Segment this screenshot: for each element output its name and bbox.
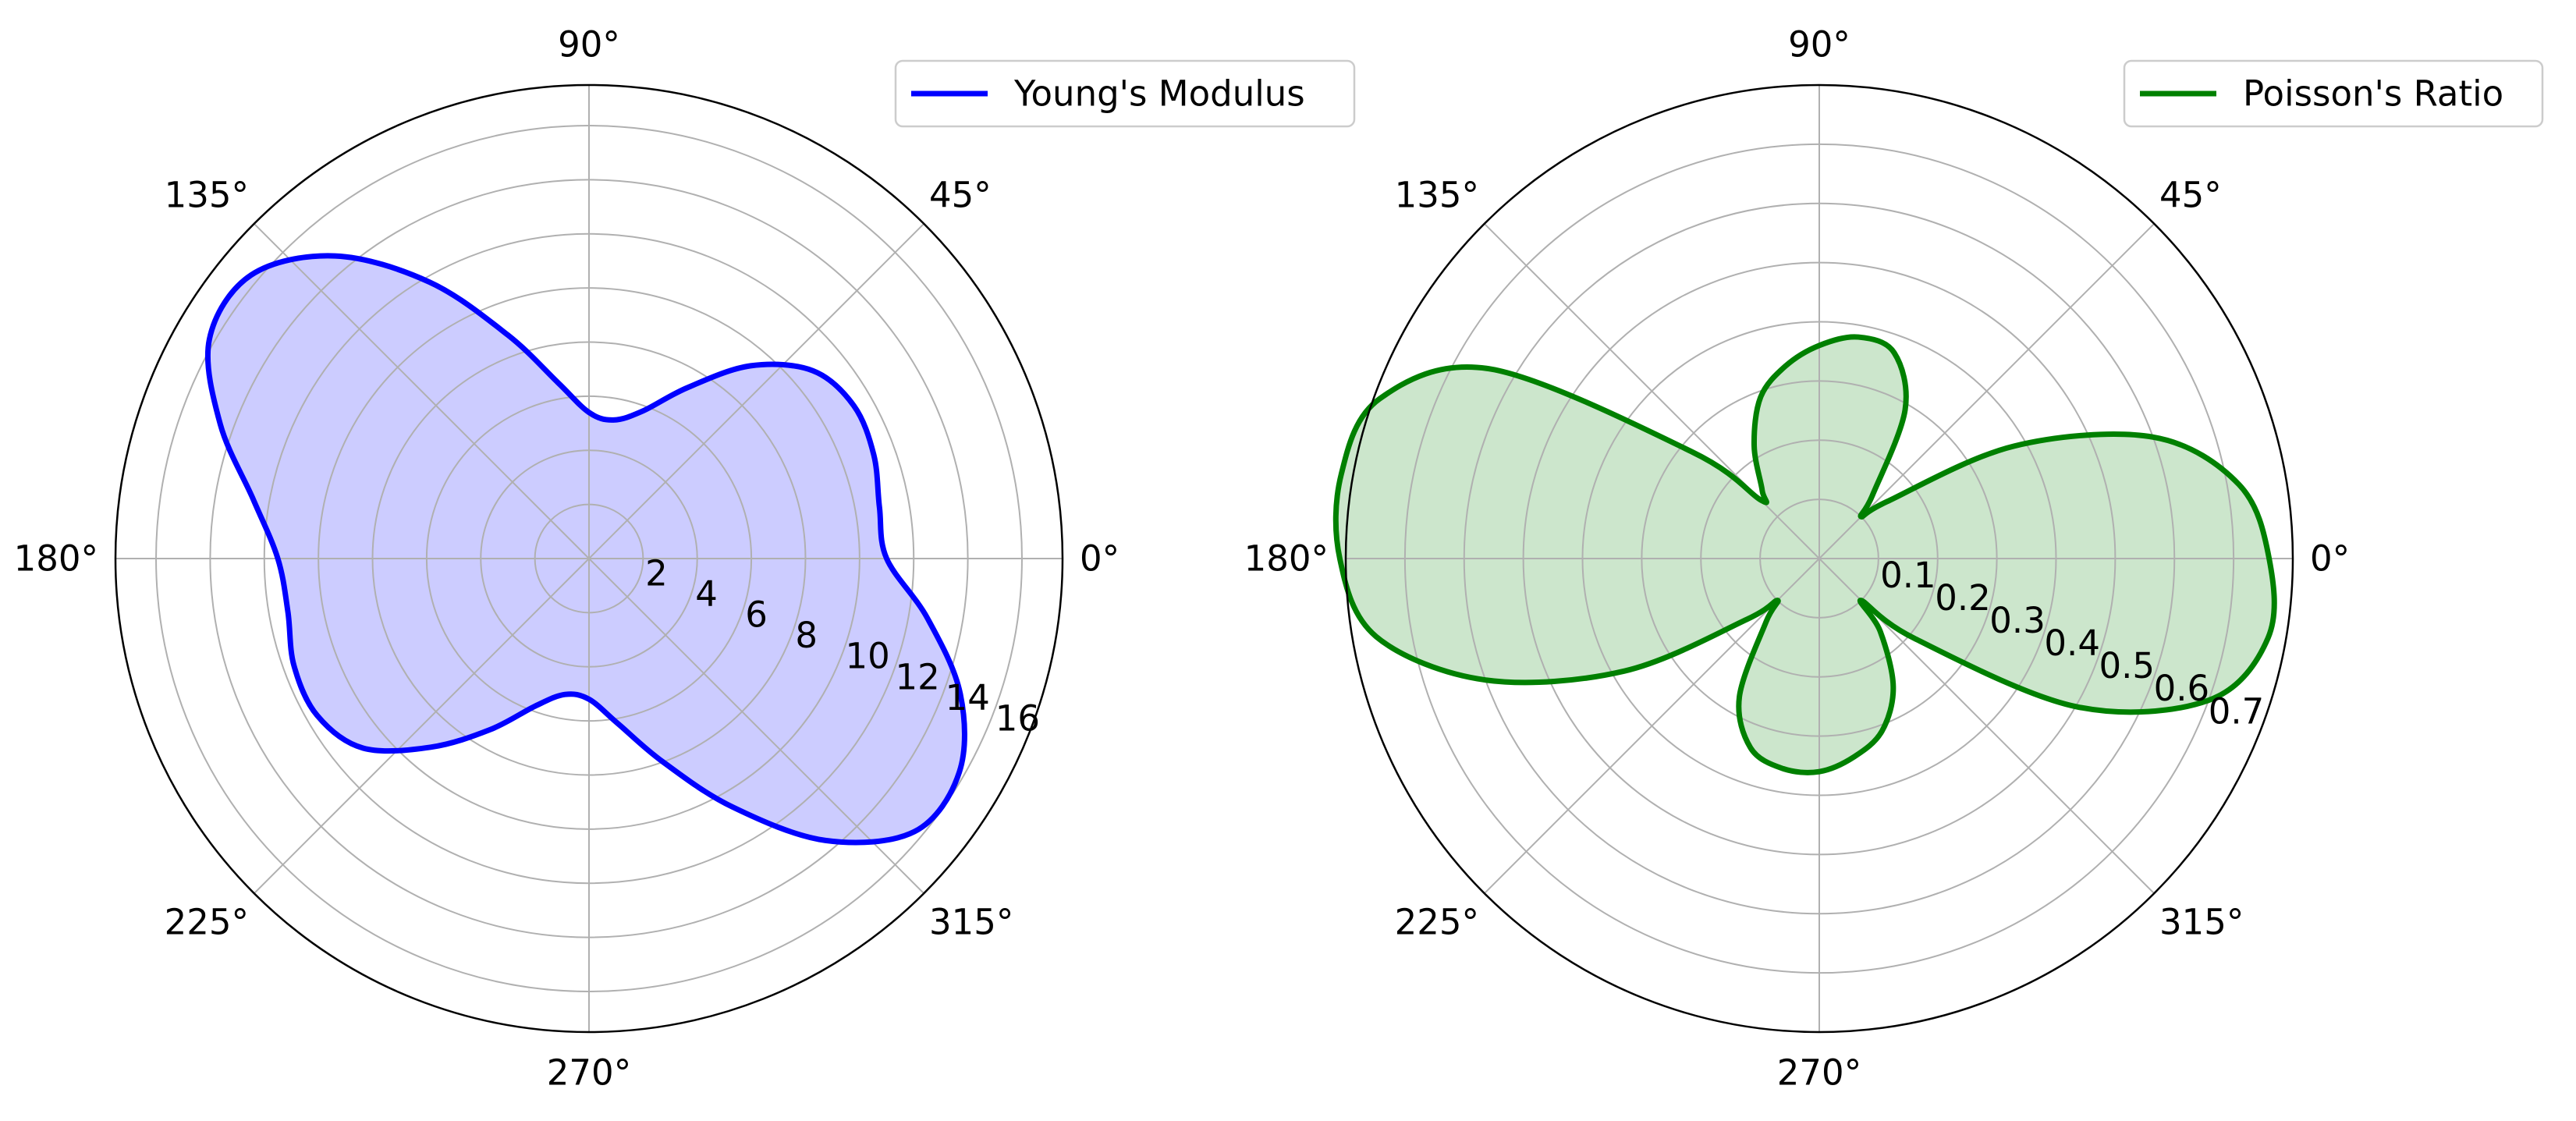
series-area-1: [208, 255, 965, 843]
radial-tick-label: 12: [896, 656, 940, 697]
angle-tick-label: 270°: [1777, 1052, 1861, 1094]
angle-tick-label: 315°: [929, 902, 1013, 943]
polar-chart-2: 0° 45° 90° 135° 180° 225° 270° 315° 0.10.20.30.4…: [1244, 24, 2544, 1094]
angular-gridline: [588, 558, 924, 894]
radial-tick-label: 6: [745, 594, 768, 636]
radial-tick-label: 0.7: [2209, 690, 2265, 732]
angular-gridline: [254, 558, 590, 894]
radial-tick-label: 0.4: [2044, 623, 2100, 664]
series-line-1: [1332, 334, 2277, 775]
angle-tick-label: 180°: [1244, 538, 1329, 580]
angular-gridline: [1484, 558, 1820, 894]
angular-gridline: [1818, 223, 2155, 559]
angle-tick-label: 90°: [558, 24, 620, 66]
angle-tick-label: 0°: [2310, 538, 2350, 580]
radial-tick-label: 10: [846, 636, 890, 677]
series-area-1: [1336, 336, 2275, 773]
radial-tick-label: 8: [795, 615, 818, 656]
angle-tick-label: 225°: [1395, 902, 1479, 943]
legend-label: Poisson's Ratio: [2243, 73, 2503, 115]
radial-tick-label: 16: [995, 697, 1040, 739]
angular-gridline: [254, 223, 590, 559]
angle-tick-label: 135°: [165, 175, 249, 216]
polar-frame: [1344, 83, 2294, 1034]
angle-tick-label: 315°: [2159, 902, 2244, 943]
angle-tick-label: 180°: [14, 538, 98, 580]
legend-label: Young's Modulus: [1013, 73, 1305, 115]
radial-tick-label: 0.1: [1880, 555, 1936, 596]
radial-tick-label: 0.6: [2154, 668, 2210, 709]
angular-gridline: [588, 223, 924, 559]
radial-tick-label: 0.3: [1989, 600, 2046, 641]
radial-tick-label: 0.5: [2099, 645, 2156, 686]
angle-tick-label: 45°: [929, 175, 992, 216]
radial-tick-label: 4: [695, 573, 718, 615]
angle-tick-label: 90°: [1788, 24, 1850, 66]
angle-tick-label: 270°: [547, 1052, 631, 1094]
angle-tick-label: 225°: [165, 902, 249, 943]
polar-frame: [114, 83, 1064, 1034]
series-line-1: [204, 253, 967, 846]
radial-tick-label: 0.2: [1935, 577, 1991, 619]
legend-box: [2123, 59, 2544, 128]
angle-tick-label: 0°: [1080, 538, 1119, 580]
angle-tick-label: 135°: [1395, 175, 1479, 216]
angle-tick-label: 45°: [2159, 175, 2222, 216]
legend: Poisson's Ratio: [2123, 59, 2544, 128]
legend: Young's Modulus: [894, 59, 1356, 128]
radial-tick-label: 2: [645, 553, 668, 594]
legend-box: [894, 59, 1356, 128]
radial-tick-label: 14: [946, 677, 990, 718]
